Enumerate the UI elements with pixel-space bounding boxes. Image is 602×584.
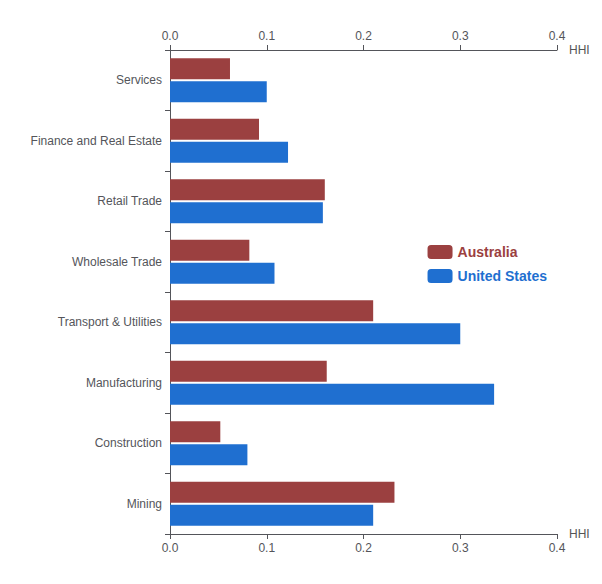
svg-text:0.4: 0.4 <box>549 29 566 43</box>
svg-text:HHI: HHI <box>569 43 590 57</box>
svg-text:0.4: 0.4 <box>549 541 566 555</box>
svg-text:0.0: 0.0 <box>162 29 179 43</box>
svg-text:Mining: Mining <box>127 497 162 511</box>
svg-text:Transport & Utilities: Transport & Utilities <box>58 315 162 329</box>
svg-text:0.0: 0.0 <box>162 541 179 555</box>
svg-text:0.1: 0.1 <box>258 29 275 43</box>
svg-text:Construction: Construction <box>95 436 162 450</box>
svg-text:Services: Services <box>116 73 162 87</box>
svg-text:Finance and Real Estate: Finance and Real Estate <box>31 134 163 148</box>
svg-text:0.1: 0.1 <box>258 541 275 555</box>
svg-text:Retail Trade: Retail Trade <box>97 194 162 208</box>
svg-text:0.2: 0.2 <box>355 541 372 555</box>
svg-text:0.2: 0.2 <box>355 29 372 43</box>
svg-text:Australia: Australia <box>458 244 518 260</box>
svg-text:Wholesale Trade: Wholesale Trade <box>72 255 162 269</box>
svg-text:Manufacturing: Manufacturing <box>86 376 162 390</box>
svg-text:0.3: 0.3 <box>452 541 469 555</box>
svg-text:HHI: HHI <box>569 527 590 541</box>
svg-text:United States: United States <box>458 268 548 284</box>
svg-text:0.3: 0.3 <box>452 29 469 43</box>
